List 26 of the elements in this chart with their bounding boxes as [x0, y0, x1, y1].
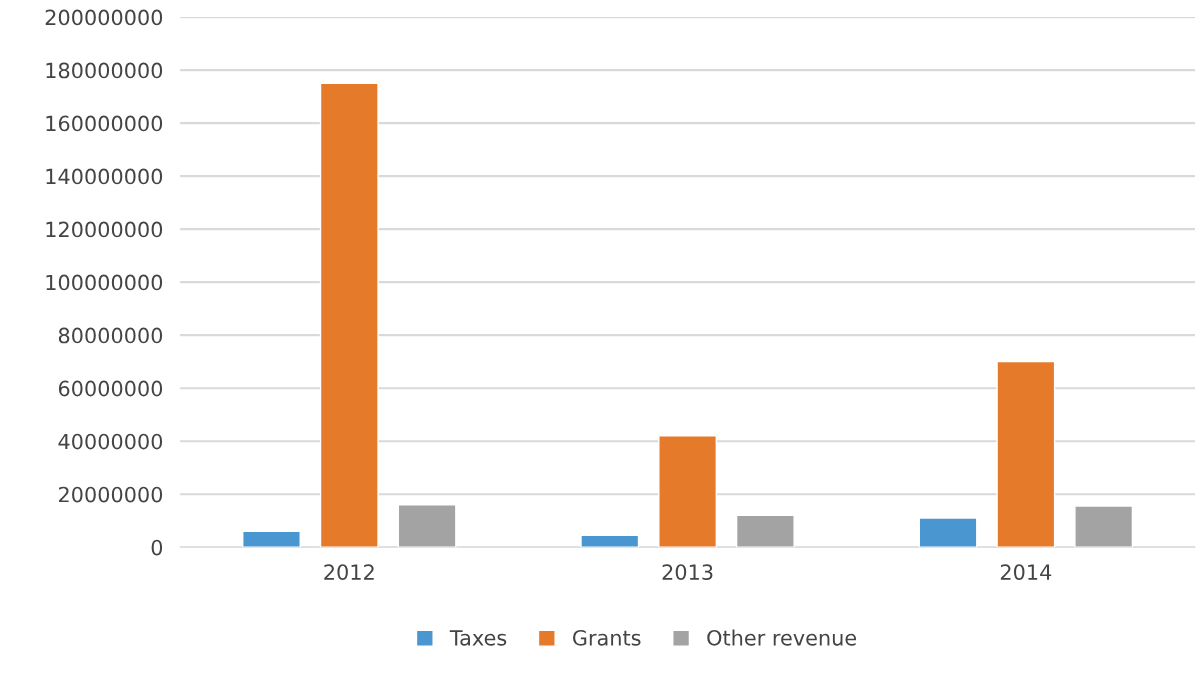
legend-label: Grants	[572, 629, 641, 646]
legend-label: Other revenue	[707, 629, 857, 646]
bar	[397, 504, 457, 548]
bar	[319, 82, 379, 548]
y-tick-label: 120000000	[46, 221, 163, 238]
y-tick-label: 20000000	[58, 486, 163, 503]
y-tick-label: 60000000	[58, 380, 163, 397]
y-tick-label: 180000000	[46, 62, 163, 79]
y-tick-label: 100000000	[46, 274, 163, 291]
x-tick-label: 2012	[324, 564, 374, 580]
x-tick-label: 2014	[1000, 564, 1052, 580]
legend-label: Taxes	[449, 630, 507, 646]
bar	[735, 514, 795, 548]
y-tick-label: 40000000	[58, 433, 163, 450]
bar	[242, 530, 301, 548]
y-tick-label: 160000000	[46, 115, 163, 132]
bar	[658, 435, 718, 548]
x-tick-label: 2013	[662, 564, 713, 580]
bar	[918, 517, 978, 548]
y-tick-label: 80000000	[58, 327, 163, 344]
y-tick-label: 200000000	[45, 9, 163, 26]
bar	[996, 360, 1056, 548]
bar	[580, 534, 640, 548]
y-tick-label: 0	[151, 539, 163, 556]
bar	[1074, 505, 1134, 548]
y-tick-label: 140000000	[46, 168, 163, 185]
